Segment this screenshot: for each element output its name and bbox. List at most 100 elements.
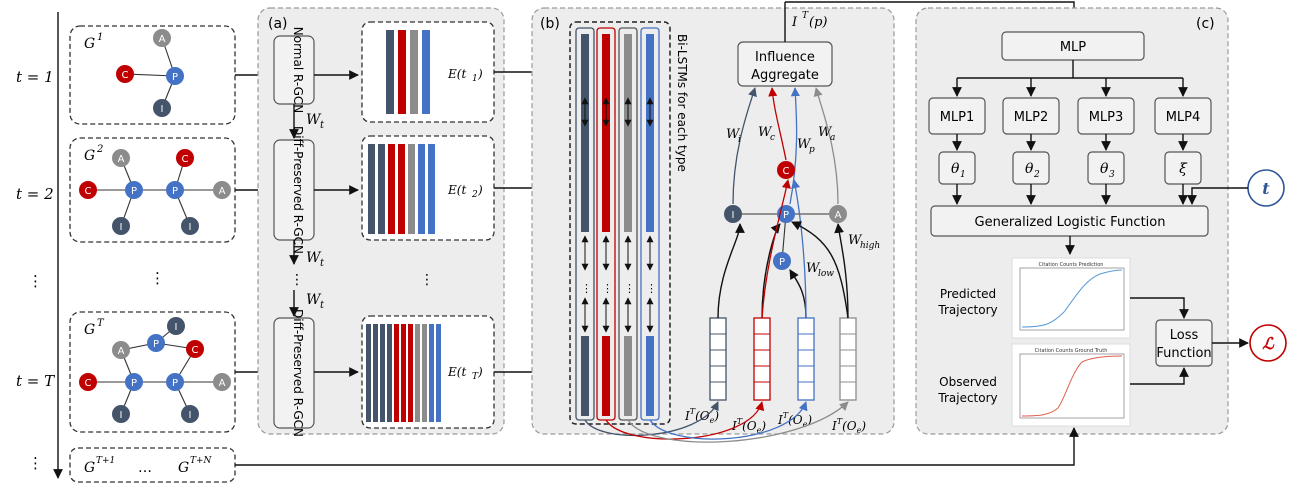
svg-text:ℒ: ℒ (1262, 334, 1275, 353)
weight-concept: W (758, 125, 773, 140)
graph-sup-1: 1 (97, 32, 103, 43)
predicted-label-2: Trajectory (937, 303, 997, 317)
influence-vector-label: IT(Oe) (731, 417, 766, 435)
paper-node: P (773, 252, 791, 270)
panel-b: (b) Bi-LSTMs for each type (531, 2, 895, 443)
institution-node: I (153, 99, 171, 117)
wt-label-1: W (306, 112, 322, 128)
normal-rgcn-label: Normal R-GCN (291, 27, 305, 114)
influence-vector-concept (753, 317, 771, 401)
diff-rgcn-label-2: Diff-Preserved R-GCN (291, 309, 305, 437)
loss-output-node: ℒ (1249, 324, 1287, 362)
time-label-2: t = 2 (16, 185, 54, 203)
svg-text:P: P (172, 72, 178, 83)
paper-node: P (166, 181, 184, 199)
author-node: A (112, 149, 130, 167)
svg-text:C: C (783, 166, 790, 177)
future-graph-label-1: G (84, 460, 95, 476)
influence-aggregate-label-2: Aggregate (751, 68, 819, 83)
embedding-dots: ⋮ (420, 272, 434, 288)
paper-influence-tail: (p) (809, 15, 827, 30)
rgcn-dots: ⋮ (290, 272, 304, 288)
svg-text:I: I (189, 410, 192, 421)
paper-influence-sup: T (802, 11, 809, 21)
wt-sub-2: t (320, 258, 325, 269)
theta3-sub: 3 (1109, 170, 1115, 180)
paper-node: P (125, 373, 143, 391)
paper-node: P (147, 334, 165, 352)
svg-text:C: C (122, 70, 129, 81)
institution-node: I (181, 217, 199, 235)
panel-b-label: (b) (540, 16, 560, 32)
future-graph-sup-2: T+N (190, 456, 213, 466)
paper-node: P (166, 373, 184, 391)
svg-text:A: A (219, 378, 226, 389)
svg-text:C: C (182, 154, 189, 165)
time-label-1: t = 1 (16, 68, 54, 86)
institution-node: I (112, 217, 130, 235)
author-node: A (213, 181, 231, 199)
observed-label-2: Trajectory (937, 391, 997, 405)
mlp1-label: MLP1 (940, 110, 975, 125)
svg-text:A: A (219, 186, 226, 197)
svg-text:I: I (120, 222, 123, 233)
svg-text:P: P (131, 378, 137, 389)
observed-label-1: Observed (939, 375, 997, 389)
weight-low: W (806, 261, 821, 276)
graph-label-1: G (84, 36, 95, 52)
svg-text:P: P (153, 339, 159, 350)
concept-node: C (186, 340, 204, 358)
bilstm-label: Bi-LSTMs for each type (675, 34, 689, 172)
svg-text:t: t (1262, 179, 1270, 198)
paper-node: P (166, 67, 184, 85)
concept-node: C (116, 65, 134, 83)
weight-author-sub: a (830, 133, 835, 143)
svg-text:P: P (172, 186, 178, 197)
diff-rgcn-label-1: Diff-Preserved R-GCN (291, 126, 305, 254)
svg-text:A: A (835, 210, 842, 221)
theta3-label: θ (1100, 161, 1109, 177)
author-node: A (213, 373, 231, 391)
graph-sup-T: T (97, 318, 105, 329)
embedding-bars-T (366, 324, 441, 422)
panel-a-label: (a) (268, 16, 288, 32)
bilstm-arrows (581, 97, 654, 333)
panel-a: (a) Normal R-GCN Diff-Preserved R-GCN Di… (257, 7, 505, 437)
embedding-label-1: E(t (447, 67, 466, 81)
bilstm-dots: ⋮ (602, 282, 613, 295)
panel-c: (c) MLP MLP1 MLP2 MLP3 MLP4 θ 1 θ 2 θ 3 … (235, 7, 1229, 466)
svg-text:C: C (192, 345, 199, 356)
embedding-close-1: ) (477, 67, 483, 81)
concept-node: C (777, 161, 795, 179)
embedding-close-T: ) (477, 365, 483, 379)
svg-text:P: P (783, 210, 789, 221)
bilstm-dots: ⋮ (646, 282, 657, 295)
svg-text:I: I (161, 104, 164, 115)
svg-text:A: A (118, 346, 125, 357)
bilstm-group (569, 21, 671, 425)
svg-text:A: A (159, 34, 166, 45)
time-label-T: t = T (16, 372, 55, 390)
institution-node: I (112, 405, 130, 423)
embedding-sub-1: 1 (472, 74, 478, 84)
author-node: A (829, 205, 847, 223)
svg-text:Citation Counts Ground Truth: Citation Counts Ground Truth (1035, 348, 1108, 354)
svg-text:A: A (118, 154, 125, 165)
weight-high-sub: high (860, 241, 880, 251)
weight-concept-sub: c (770, 133, 775, 143)
weight-high: W (848, 233, 863, 248)
svg-text:C: C (85, 186, 92, 197)
svg-text:P: P (779, 257, 785, 268)
svg-text:I: I (175, 322, 178, 333)
influence-vector-paper (797, 317, 815, 401)
weight-paper-sub: p (809, 145, 815, 155)
future-graph-label-2: G (178, 460, 189, 476)
predicted-trajectory-plot: Citation Counts Prediction (1011, 257, 1131, 339)
embedding-sub-2: 2 (471, 190, 478, 200)
influence-aggregate-label-1: Influence (755, 50, 815, 65)
concept-node: C (79, 373, 97, 391)
loss-function-label-1: Loss (1170, 328, 1199, 343)
institution-node: I (181, 405, 199, 423)
institution-node: I (167, 317, 185, 335)
theta1-sub: 1 (960, 170, 966, 180)
